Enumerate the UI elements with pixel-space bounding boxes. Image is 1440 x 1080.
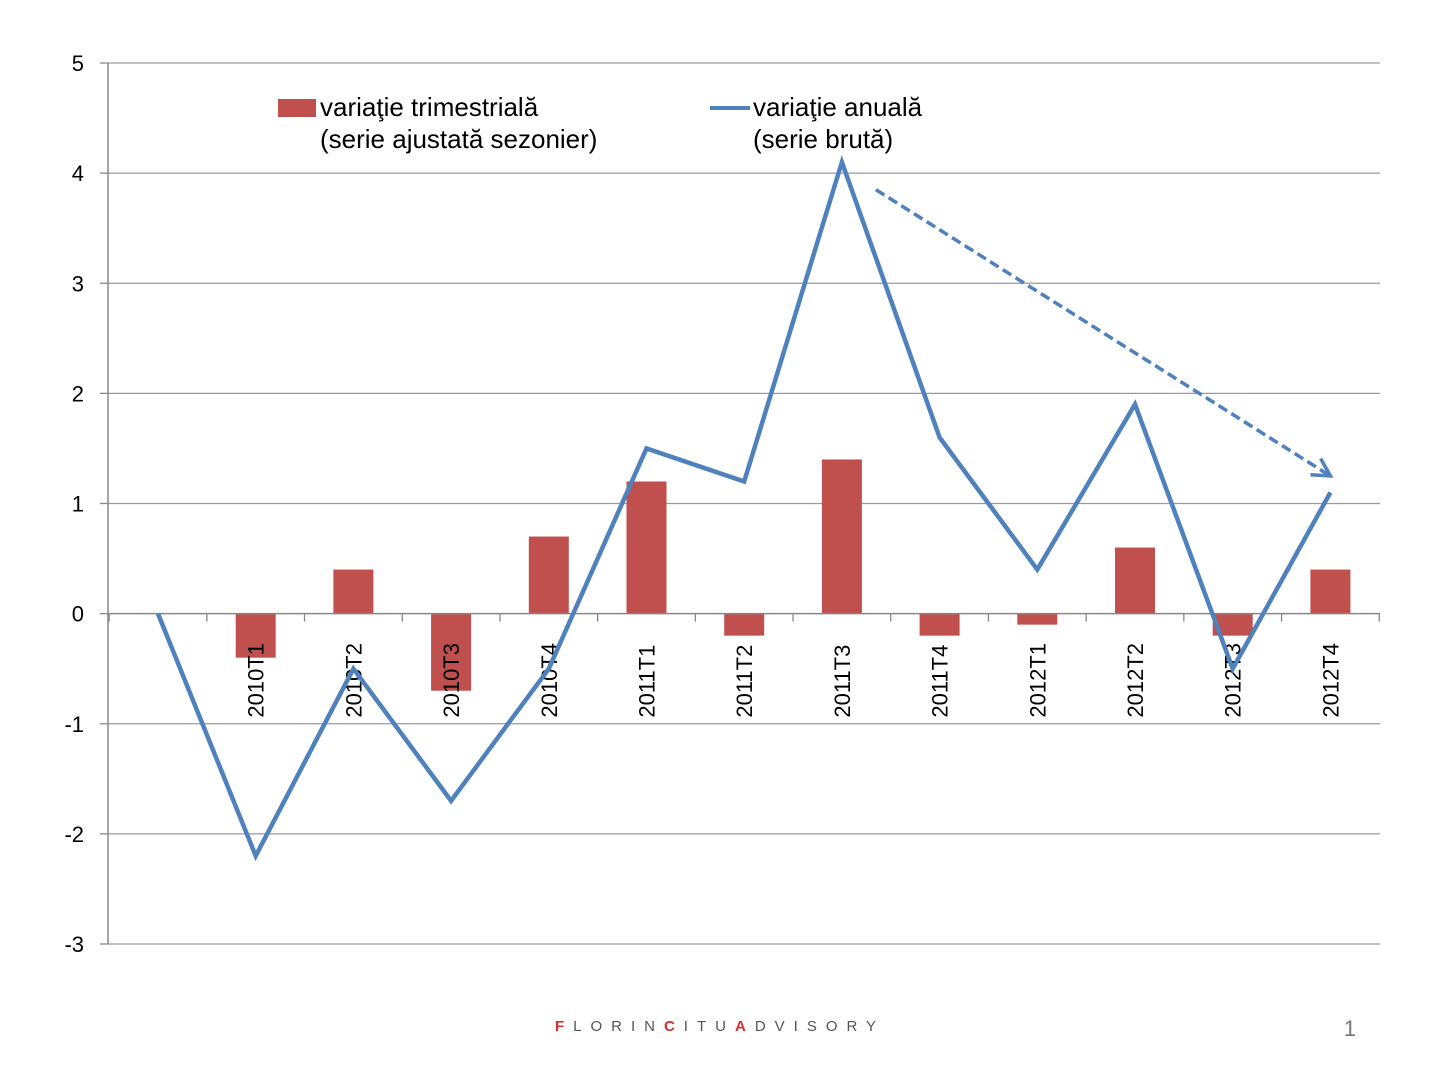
y-tick-label: -1 [64, 712, 84, 737]
line-path [155, 154, 1333, 862]
y-tick-label: 5 [72, 51, 84, 76]
legend-bar-swatch [278, 99, 316, 117]
brand-letter-c: C [663, 1018, 684, 1035]
bar [431, 613, 472, 691]
bar [724, 613, 765, 636]
line-series [155, 154, 1333, 862]
trend-arrow [874, 188, 1334, 478]
bar [1310, 569, 1351, 614]
y-tick-label: 3 [72, 271, 84, 296]
y-tick-label: -2 [64, 822, 84, 847]
legend-bar-label-line1: variaţie trimestrială [320, 92, 539, 122]
x-tick-label: 2012T4 [1318, 643, 1343, 718]
brand-dvisory: DVISORY [754, 1018, 886, 1035]
x-tick-label: 2011T2 [732, 645, 757, 718]
bar [528, 536, 569, 614]
y-tick-label: 1 [72, 492, 84, 517]
legend-line-label-line1: variaţie anuală [753, 92, 923, 122]
trend-arrow-line [874, 188, 1332, 478]
x-axis-labels: 2010T1 2010T2 2010T3 2010T4 2011T1 2011T2 2011… [244, 643, 1344, 718]
footer-brand: FLORINCITUADVISORY [0, 1018, 1440, 1035]
x-tick-label: 2011T3 [830, 645, 855, 718]
bar [626, 481, 667, 614]
bar [821, 459, 862, 614]
bar [1115, 547, 1155, 614]
x-tick-label: 2010T3 [439, 643, 464, 718]
x-axis-ticks [108, 613, 1380, 622]
trend-arrow-head [1310, 457, 1334, 478]
legend: variaţie trimestrială (serie ajustată se… [278, 92, 923, 154]
y-tick-label: 2 [72, 381, 84, 406]
x-tick-label: 2012T2 [1123, 643, 1148, 718]
y-tick-label: 0 [72, 602, 84, 627]
bar [919, 613, 960, 636]
page-number: 1 [1343, 1016, 1356, 1041]
y-tick-label: 4 [72, 161, 84, 186]
bar [235, 613, 276, 658]
y-tick-label: -3 [64, 932, 84, 957]
y-axis-ticks: 5 4 3 2 1 0 -1 -2 -3 [64, 51, 108, 957]
brand-letter-a: A [734, 1018, 755, 1035]
x-tick-label: 2010T1 [244, 643, 269, 718]
legend-bar-label-line2: (serie ajustată sezonier) [320, 124, 597, 154]
legend-line-label-line2: (serie brută) [753, 124, 893, 154]
brand-itu: ITU [683, 1018, 735, 1035]
brand-letter-f: F [554, 1018, 574, 1035]
gridlines [108, 62, 1380, 945]
bar-series [235, 459, 1351, 691]
x-tick-label: 2012T1 [1025, 643, 1050, 718]
x-tick-label: 2011T4 [928, 645, 953, 718]
bar [1212, 613, 1253, 636]
x-tick-label: 2011T1 [635, 645, 660, 718]
bar [333, 569, 374, 614]
brand-lorin: LORIN [573, 1018, 664, 1035]
bar [1017, 613, 1058, 625]
